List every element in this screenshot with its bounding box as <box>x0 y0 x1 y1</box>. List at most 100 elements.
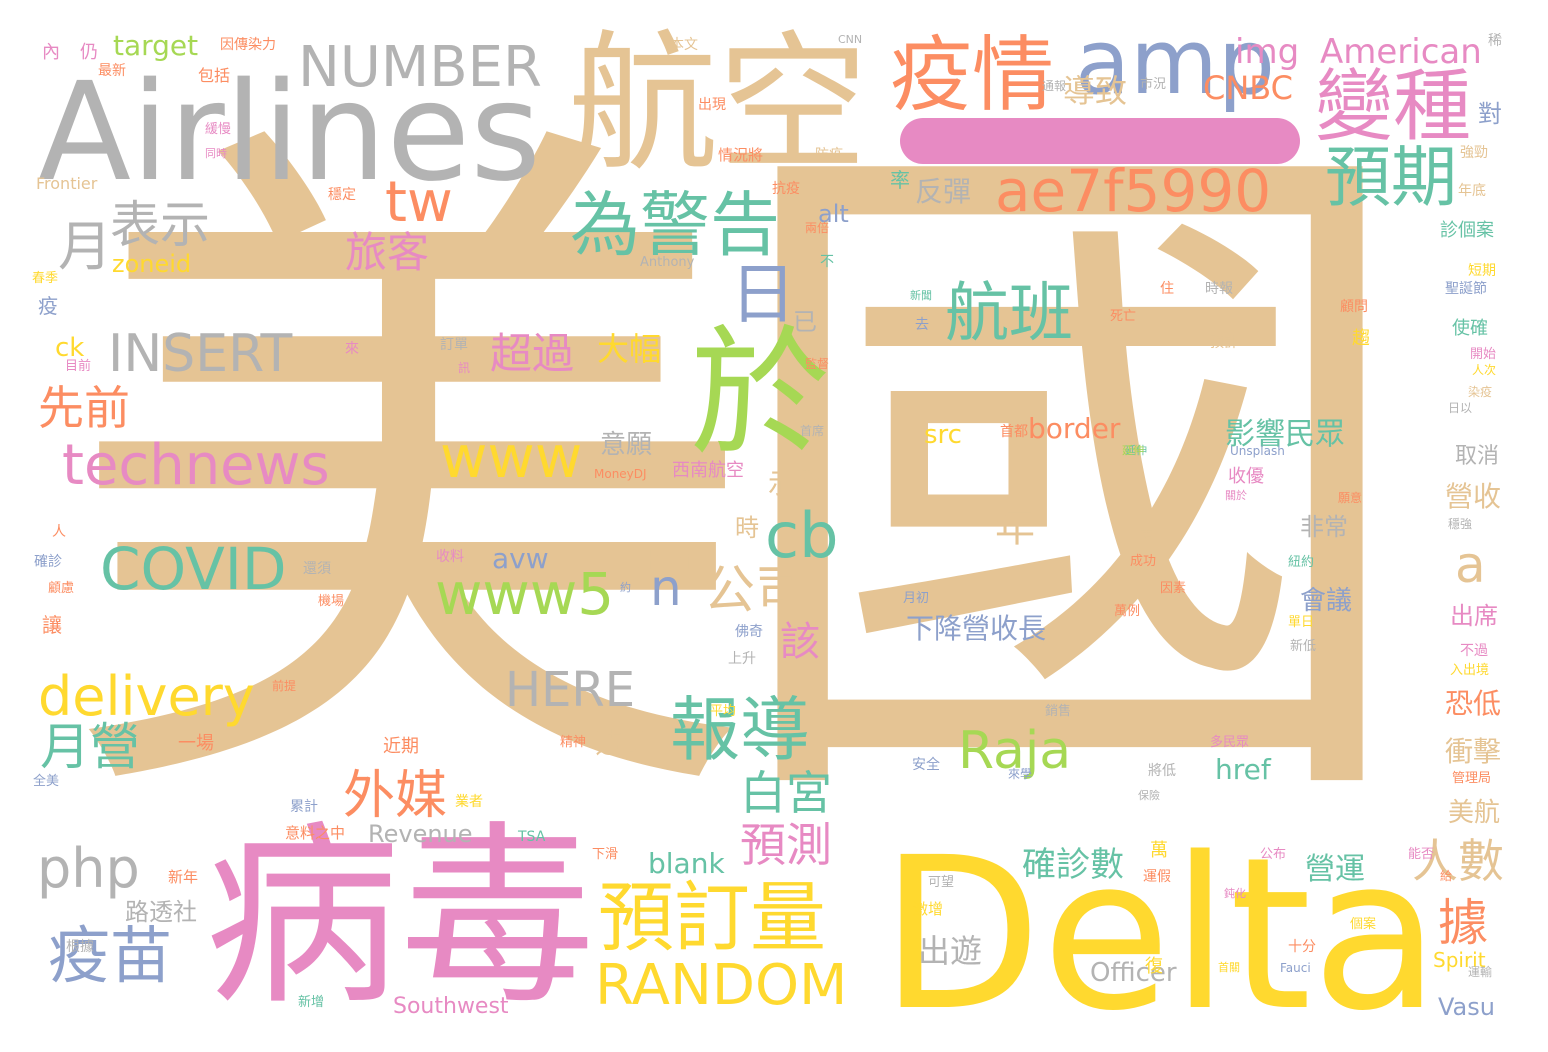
word-tsa: TSA <box>518 829 546 845</box>
word-meihang: 美航 <box>1448 798 1501 828</box>
word-qiangjing: 強勁 <box>1460 145 1488 161</box>
word-siwang: 死亡 <box>1110 309 1137 324</box>
word-rang: 讓 <box>42 613 62 637</box>
word-zhenkgean: 診個案 <box>1440 220 1494 241</box>
word-random: RANDOM <box>595 953 848 1018</box>
word-shouyou: 收優 <box>1228 466 1264 487</box>
word-duanqi: 短期 <box>1468 263 1496 279</box>
word-guanyu: 關於 <box>1225 489 1247 502</box>
word-meiguo: 美國 <box>60 73 1420 888</box>
word-n: n <box>650 559 682 617</box>
word-airlines: Airlines <box>38 54 542 212</box>
word-border: border <box>1028 412 1121 445</box>
word-yingshou: 營收 <box>1445 480 1502 513</box>
word-shiqueq: 使確 <box>1452 318 1488 339</box>
word-xiajiang: 下降 <box>906 612 963 645</box>
word-liangbei: 兩倍 <box>805 221 830 235</box>
word-yunjia: 運假 <box>1143 869 1171 885</box>
word-qu2: 趨 <box>1352 328 1370 349</box>
word-officer: Officer <box>1090 958 1177 988</box>
word-tongbao: 通報 <box>1042 79 1067 93</box>
word-insert: INSERT <box>108 324 293 384</box>
word-shouguan: 首關 <box>1218 961 1240 974</box>
word-huanjing: 還須 <box>303 561 331 577</box>
word-gei: 給 <box>1440 869 1453 883</box>
word-kaishi: 開始 <box>1470 347 1497 362</box>
word-yiyuan: 意願 <box>600 430 653 460</box>
word-moneydj: MoneyDJ <box>594 467 647 481</box>
word-anquan: 安全 <box>912 757 940 773</box>
word-bianzhong: 變種 <box>1315 62 1472 152</box>
word-nei: 內 <box>42 42 60 63</box>
word-zhengqiang: 穩強 <box>1448 517 1473 531</box>
word-tongji: 同時 <box>205 147 227 160</box>
word-amp: amp <box>1075 10 1275 115</box>
word-qiju: 前提 <box>272 679 297 693</box>
word-target: target <box>113 29 199 62</box>
word-xinzeng: 新增 <box>298 995 325 1010</box>
word-yuanyin: 緩慢 <box>205 122 232 137</box>
pink-stroke-shape <box>900 118 1300 164</box>
word-here: HERE <box>505 662 636 718</box>
word-xinwen: 新聞 <box>910 289 932 302</box>
word-anthony: Anthony <box>640 255 695 270</box>
word-dui: 對 <box>1478 100 1502 128</box>
word-jizeng: 激增 <box>913 900 944 918</box>
word-chuxi: 出席 <box>1450 602 1498 630</box>
word-zhizhao: 來學 <box>1008 767 1033 781</box>
word-jinqi: 近期 <box>383 736 419 757</box>
word-wending: 穩定 <box>328 187 356 203</box>
word-pingjun: 平均 <box>710 704 737 719</box>
word-mudi: 目前 <box>65 359 92 374</box>
word-shangsheng: 上升 <box>728 651 756 667</box>
word-fauci: Fauci <box>1280 961 1311 975</box>
word-spirit: Spirit <box>1433 948 1486 972</box>
word-kaolv: 顧慮 <box>48 581 75 596</box>
word-yimiao: 疫苗 <box>48 919 173 992</box>
word-yiji: 日以 <box>1448 401 1473 415</box>
word-dingdan: 訂單 <box>440 337 468 353</box>
word-chaoguo: 超過 <box>490 329 575 378</box>
word-gai: 該 <box>780 619 820 665</box>
word-yuanbu: 延伸 <box>1122 444 1144 457</box>
word-guwen: 顧問 <box>1340 299 1368 315</box>
word-kewang: 可望 <box>928 875 955 890</box>
word-reng: 仍 <box>80 42 98 63</box>
word-kangyi: 抗疫 <box>772 181 800 197</box>
word-quanmei: 全美 <box>33 774 60 789</box>
word-biaoshi: 表示 <box>110 196 210 254</box>
word-xindi: 新低 <box>1290 639 1317 654</box>
word-technews: technews <box>62 433 330 498</box>
word-wanli: 萬例 <box>1114 604 1141 619</box>
word-shi: 時 <box>735 514 759 542</box>
word-southwest: Southwest <box>393 994 509 1019</box>
word-wei-jinggao: 為警告 <box>570 184 780 266</box>
word-baokuo: 包括 <box>198 66 231 85</box>
word-zaocheng: 造成 <box>595 727 652 760</box>
word-bingdu: 病毒 <box>205 804 595 1031</box>
word-hangban: 航班 <box>945 277 1073 351</box>
word-shiyu: 市況 <box>1140 77 1167 92</box>
word-chunji: 春季 <box>32 271 59 286</box>
word-qingkuangjiang: 情況將 <box>718 146 764 164</box>
word-chenggong: 成功 <box>1130 554 1157 569</box>
word-yue2: 約 <box>620 581 631 594</box>
word-shibao: 時報 <box>1205 281 1233 297</box>
word-covid: COVID <box>100 535 287 603</box>
word-yinchuanranli: 因傳染力 <box>220 37 276 53</box>
word-xinnian: 新年 <box>168 868 199 886</box>
word-gongbu: 公布 <box>1260 847 1287 862</box>
word-jiting: 機場 <box>318 594 345 609</box>
word-shui: 稀 <box>1488 33 1502 49</box>
word-fangyi: 防疫 <box>815 147 843 163</box>
word-rurujing: 入出境 <box>1450 663 1490 678</box>
word-shijing: 示警 <box>768 467 825 500</box>
word-yingyun: 營運 <box>1305 852 1365 887</box>
word-yingshouchang: 營收長 <box>962 612 1047 645</box>
word-danri: 單日 <box>1288 615 1315 630</box>
word-wan: 萬 <box>1150 840 1168 861</box>
word-jingshen: 精神 <box>560 735 587 750</box>
word-zhu: 住 <box>1160 281 1174 297</box>
word-zuixin: 最新 <box>98 63 126 79</box>
word-duomin: 多民眾 <box>1210 735 1250 750</box>
